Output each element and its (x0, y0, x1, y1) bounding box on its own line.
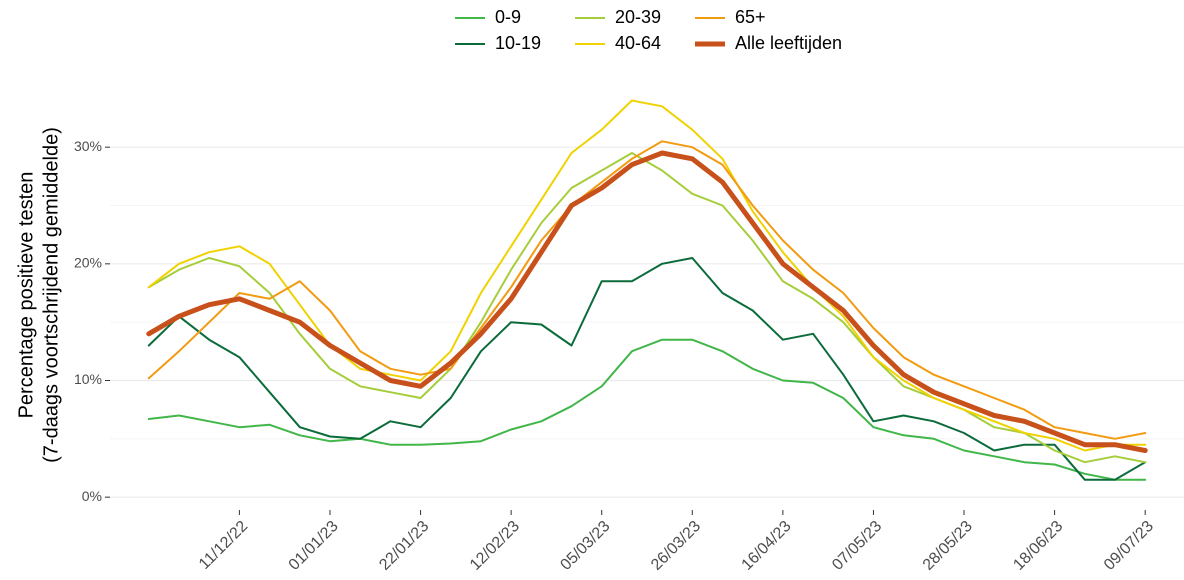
legend-label: Alle leeftijden (735, 33, 842, 53)
series-line (147, 338, 1147, 481)
x-tick-label: 28/05/23 (920, 518, 976, 574)
x-tick-label: 05/03/23 (557, 518, 613, 574)
x-tick-label: 11/12/22 (196, 518, 251, 573)
y-axis-label: (7-daags voortschrijdend gemiddelde) (40, 127, 62, 463)
y-axis-label: Percentage positieve testen (15, 172, 37, 419)
x-tick-label: 09/07/23 (1101, 518, 1157, 574)
y-tick-label: 0% (82, 488, 102, 504)
y-tick-label: 30% (74, 138, 102, 154)
legend-label: 10-19 (495, 33, 541, 53)
x-tick-label: 07/05/23 (829, 518, 885, 574)
legend-label: 40-64 (615, 33, 661, 53)
x-tick-label: 26/03/23 (648, 518, 704, 574)
series-line (147, 140, 1147, 440)
x-tick-label: 01/01/23 (286, 518, 342, 574)
series-line (147, 99, 1147, 452)
x-tick-label: 16/04/23 (739, 518, 795, 574)
x-tick-label: 22/01/23 (376, 518, 432, 574)
legend-label: 20-39 (615, 7, 661, 27)
y-tick-label: 10% (74, 371, 102, 387)
series-line (147, 152, 1147, 464)
series-line (146, 150, 1148, 453)
legend-label: 65+ (735, 7, 766, 27)
series-line (147, 257, 1147, 481)
x-tick-label: 18/06/23 (1010, 518, 1066, 574)
y-tick-label: 20% (74, 255, 102, 271)
x-tick-label: 12/02/23 (467, 518, 523, 574)
legend-label: 0-9 (495, 7, 521, 27)
